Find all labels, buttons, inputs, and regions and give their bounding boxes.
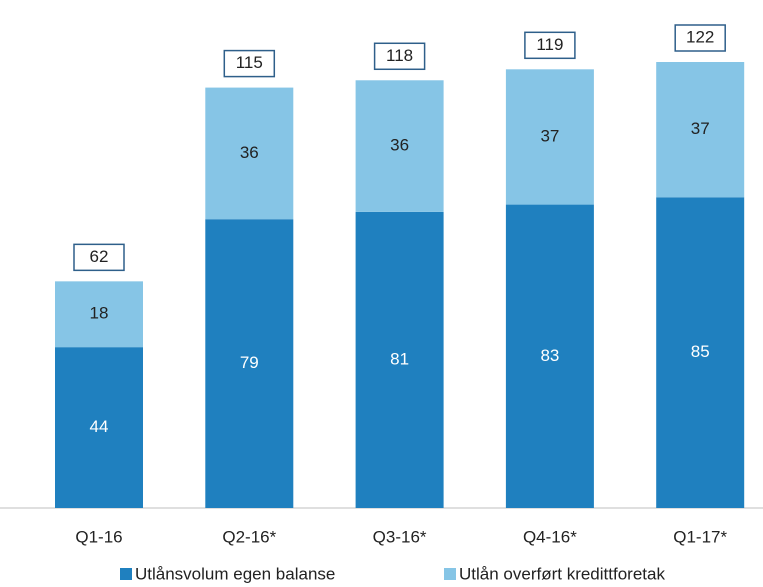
- total-box: [223, 49, 276, 78]
- value-label: 37: [540, 126, 559, 145]
- value-label: 44: [90, 417, 109, 436]
- total-box: [373, 42, 426, 71]
- legend-swatch: [120, 568, 132, 580]
- value-label: 36: [390, 136, 409, 155]
- x-tick-label: Q1-16: [75, 527, 122, 546]
- value-label: 79: [240, 353, 259, 372]
- total-label: 118: [386, 46, 413, 65]
- bar-segment: [505, 69, 594, 205]
- value-label: 37: [691, 119, 710, 138]
- x-tick-label: Q4-16*: [523, 527, 577, 546]
- x-tick-label: Q1-17*: [673, 527, 727, 546]
- total-box: [524, 31, 576, 60]
- total-label: 122: [686, 27, 714, 46]
- bar-segment: [656, 197, 745, 508]
- total-box: [73, 243, 125, 272]
- x-tick-label: Q3-16*: [373, 527, 427, 546]
- bar-segment: [205, 87, 294, 220]
- bar-segment: [355, 211, 444, 508]
- bar-segment: [355, 80, 444, 212]
- bar-segment: [656, 62, 745, 198]
- total-box: [674, 24, 726, 52]
- value-label: 36: [240, 143, 259, 162]
- value-label: 83: [540, 346, 559, 365]
- bar-segment: [55, 347, 143, 508]
- bar-segment: [205, 219, 294, 508]
- value-label: 81: [390, 349, 409, 368]
- value-label: 85: [691, 342, 710, 361]
- bar-segment: [55, 281, 143, 348]
- x-tick-label: Q2-16*: [222, 527, 276, 546]
- total-label: 62: [90, 247, 109, 266]
- total-label: 115: [236, 53, 263, 72]
- total-label: 119: [536, 35, 563, 54]
- value-label: 18: [90, 304, 109, 323]
- legend-label: Utlånsvolum egen balanse: [135, 564, 335, 583]
- legend-label: Utlån overført kredittforetak: [459, 564, 665, 583]
- legend-swatch: [444, 568, 456, 580]
- bar-segment: [505, 204, 594, 508]
